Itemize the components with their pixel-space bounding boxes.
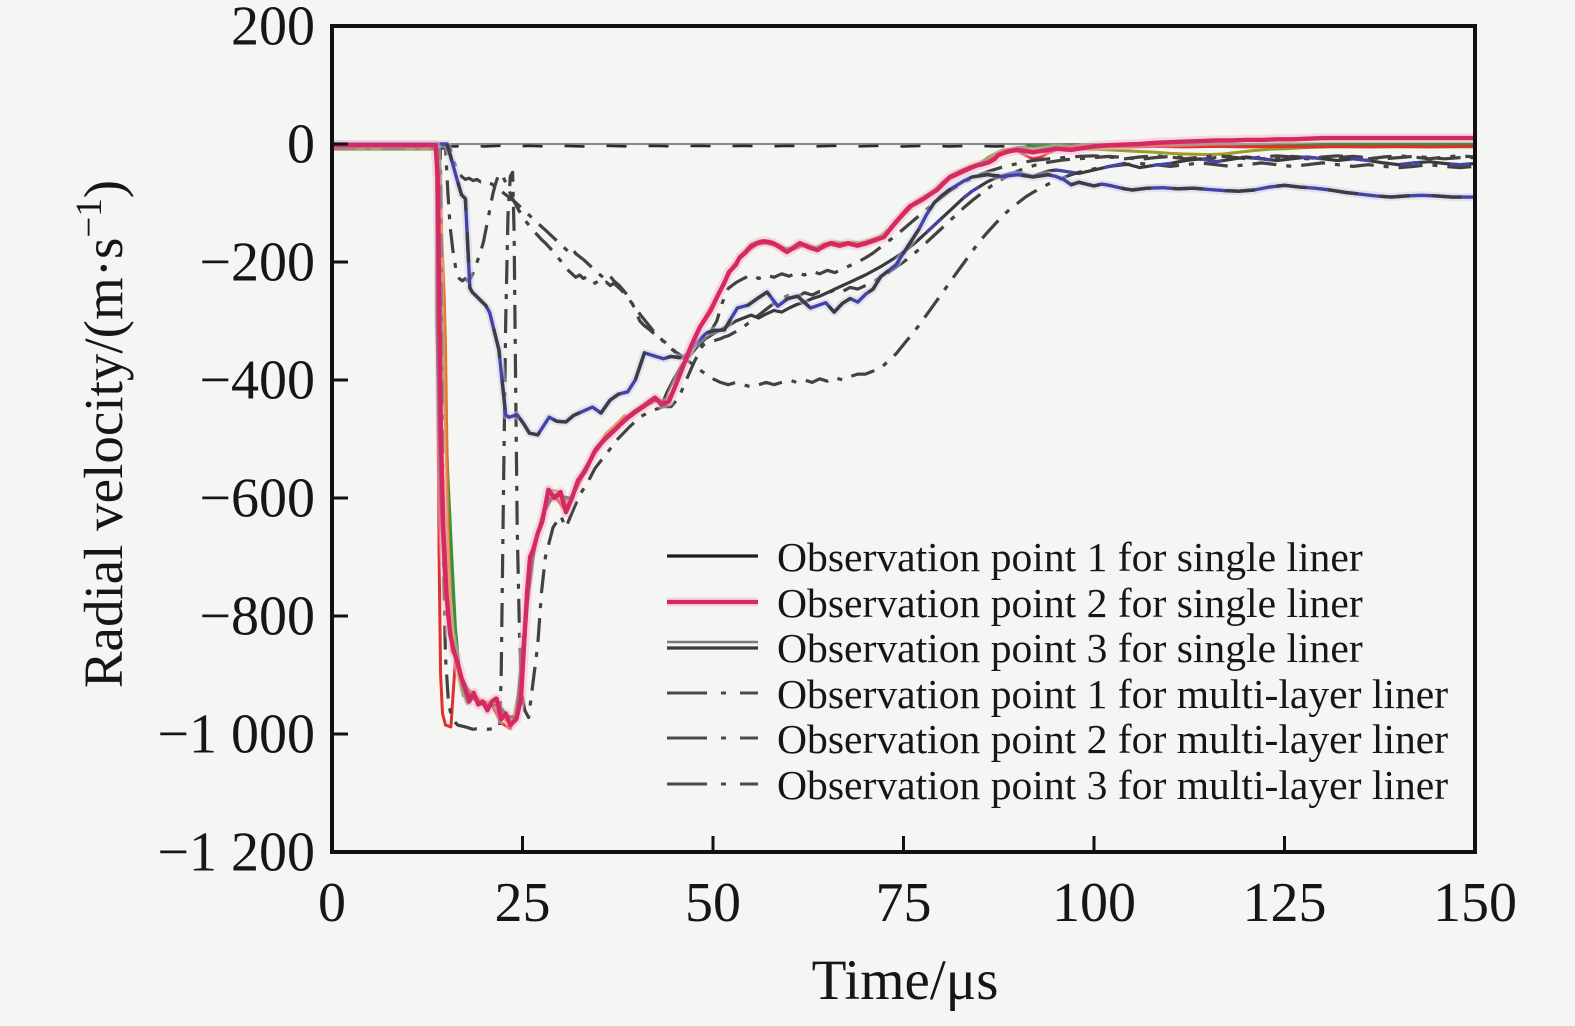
svg-text:−600: −600	[199, 468, 315, 530]
svg-text:100: 100	[1052, 872, 1136, 934]
svg-text:75: 75	[876, 872, 932, 934]
svg-text:Observation point 3 for single: Observation point 3 for single liner	[777, 625, 1363, 671]
svg-text:50: 50	[685, 872, 741, 934]
svg-text:Radial velocity/(m·s−1): Radial velocity/(m·s−1)	[69, 180, 134, 688]
svg-text:−200: −200	[199, 232, 315, 294]
svg-text:125: 125	[1243, 872, 1327, 934]
svg-text:200: 200	[231, 0, 315, 58]
svg-text:−400: −400	[199, 350, 315, 412]
svg-text:−1 000: −1 000	[157, 704, 315, 766]
svg-text:Observation point 1 for single: Observation point 1 for single liner	[777, 534, 1363, 580]
svg-text:0: 0	[287, 114, 315, 176]
svg-text:Observation point 2 for single: Observation point 2 for single liner	[777, 580, 1363, 626]
svg-text:0: 0	[318, 872, 346, 934]
svg-text:25: 25	[495, 872, 551, 934]
svg-text:−800: −800	[199, 586, 315, 648]
svg-text:Observation point 2 for multi-: Observation point 2 for multi-layer line…	[777, 716, 1448, 762]
svg-text:Time/μs: Time/μs	[812, 949, 999, 1012]
svg-text:Observation point 3 for multi-: Observation point 3 for multi-layer line…	[777, 762, 1448, 808]
svg-text:−1 200: −1 200	[157, 822, 315, 884]
svg-text:Observation point 1 for multi-: Observation point 1 for multi-layer line…	[777, 671, 1448, 717]
svg-text:150: 150	[1433, 872, 1517, 934]
